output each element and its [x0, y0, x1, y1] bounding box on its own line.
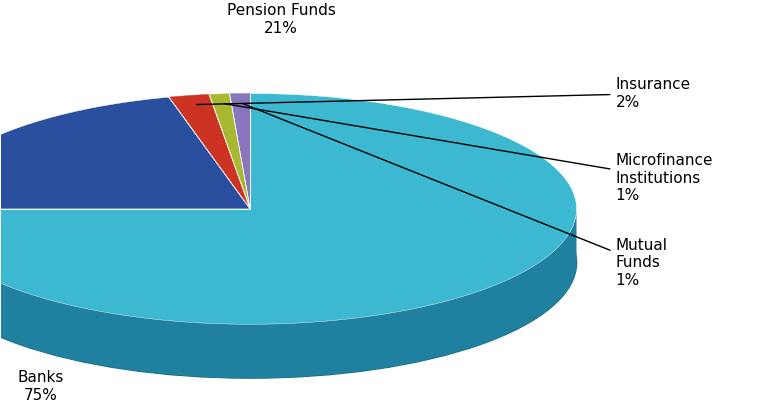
Text: Microfinance
Institutions
1%: Microfinance Institutions 1%: [225, 104, 713, 203]
Text: Mutual
Funds
1%: Mutual Funds 1%: [243, 104, 668, 288]
Polygon shape: [0, 97, 250, 209]
Text: Insurance
2%: Insurance 2%: [197, 77, 690, 110]
Ellipse shape: [0, 148, 576, 378]
Polygon shape: [0, 209, 576, 378]
Polygon shape: [229, 94, 250, 209]
Polygon shape: [0, 94, 576, 324]
Text: Banks
75%: Banks 75%: [17, 370, 63, 403]
Text: Pension Funds
21%: Pension Funds 21%: [227, 3, 335, 36]
Polygon shape: [209, 94, 250, 209]
Polygon shape: [169, 95, 250, 209]
